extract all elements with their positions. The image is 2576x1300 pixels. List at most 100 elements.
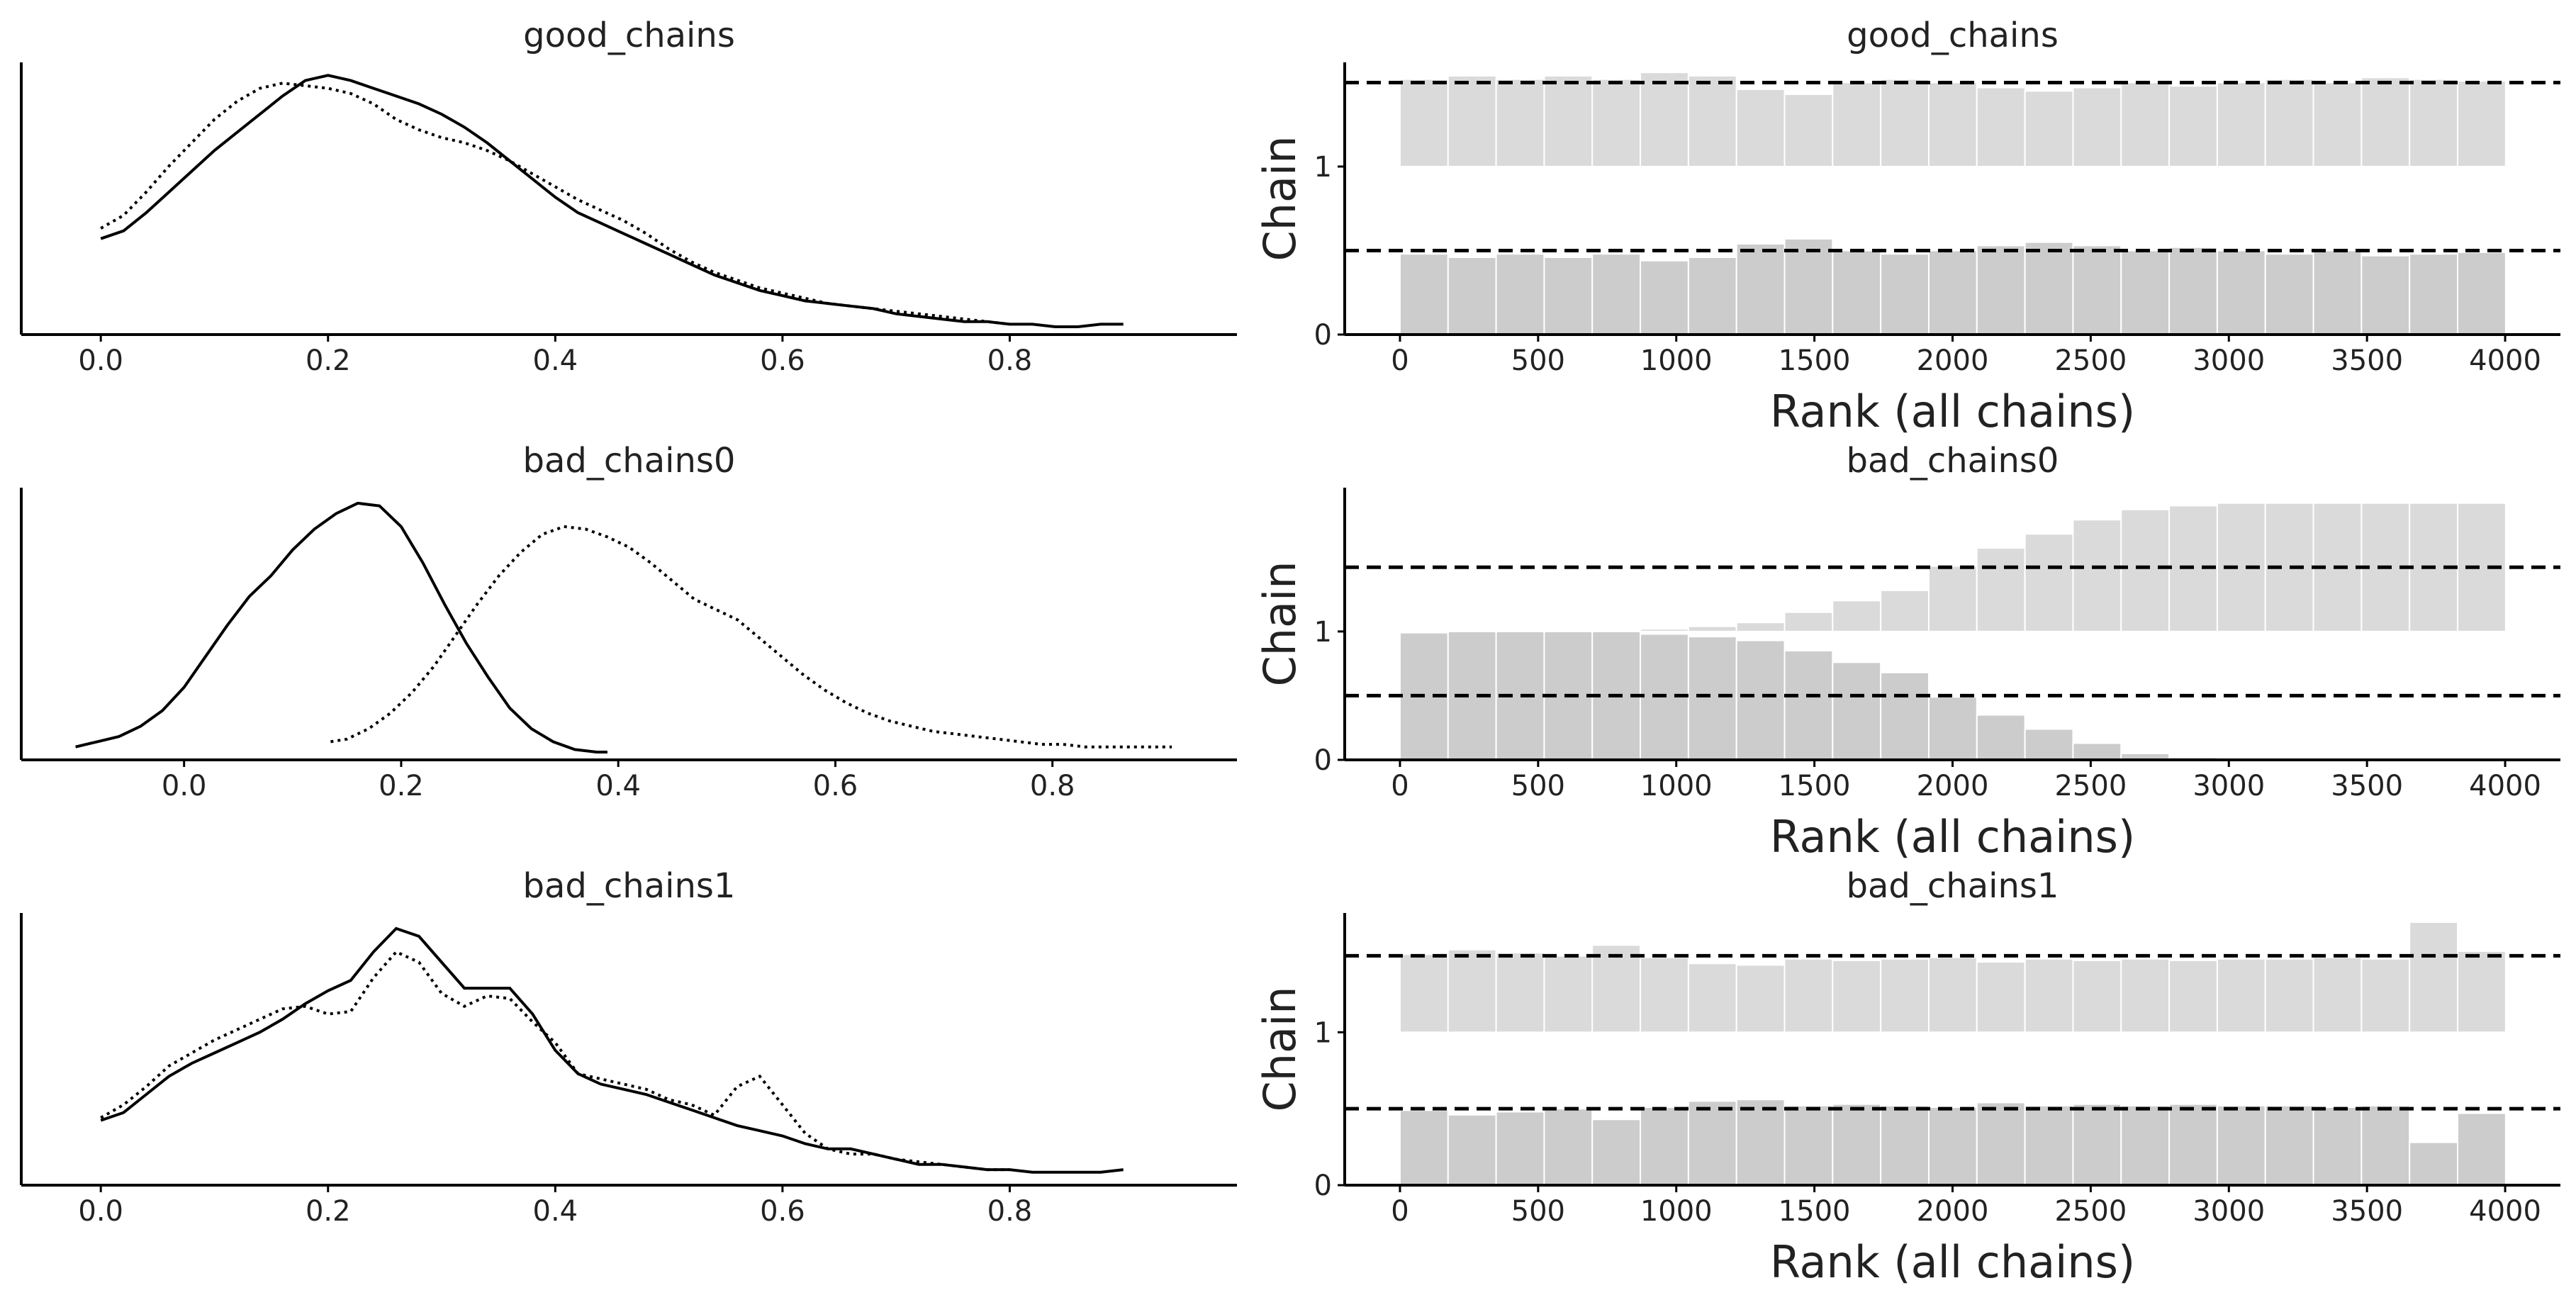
rank-bar-chain0	[1880, 1104, 1930, 1186]
y-tick-label: 1	[1314, 1016, 1332, 1049]
rank-bar-chain1	[1927, 565, 1978, 632]
rank-bar-chain0	[2361, 254, 2411, 335]
rank-bar-chain1	[1399, 953, 1449, 1033]
rank-bar-chain1	[2361, 958, 2411, 1033]
rank-bar-chain0	[1976, 1102, 2026, 1186]
rank-bar-chain1	[2361, 77, 2411, 167]
rank-bar-chain0	[2072, 245, 2122, 335]
x-tick-label: 0	[1391, 1195, 1409, 1228]
rank-bar-chain1	[1735, 88, 1786, 167]
plot-title: bad_chains0	[523, 441, 736, 481]
rank-bar-chain1	[1399, 78, 1449, 167]
rank-bar-chain1	[2216, 958, 2266, 1033]
rank-bar-chain0	[1640, 259, 1689, 335]
rank-bar-chain0	[2072, 742, 2122, 761]
rank-bar-chain1	[1927, 82, 1978, 167]
rank-bar-chain0	[2457, 251, 2507, 335]
rank-bar-chain0	[1880, 671, 1930, 761]
rank-bar-chain1	[1447, 948, 1497, 1033]
rank-bar-chain1	[1735, 622, 1786, 632]
x-tick-label: 3000	[2193, 344, 2265, 377]
x-tick-label: 0.8	[1030, 770, 1075, 802]
rank-bar-chain0	[1447, 1114, 1497, 1186]
x-tick-label: 1500	[1779, 770, 1851, 802]
x-tick-label: 3500	[2331, 770, 2403, 802]
plot-title: good_chains	[523, 16, 735, 55]
x-tick-label: 3500	[2331, 1195, 2403, 1228]
x-tick-label: 0.6	[760, 344, 805, 377]
rank-bar-chain1	[1783, 94, 1834, 167]
rank-bar-chain0	[1927, 1106, 1978, 1187]
plot-title: bad_chains0	[1847, 441, 2059, 481]
rank-bar-chain0	[2457, 1112, 2507, 1186]
x-axis-label: Rank (all chains)	[1770, 811, 2135, 863]
rank-bar-chain1	[1495, 952, 1545, 1033]
y-tick-label: 0	[1314, 319, 1332, 352]
x-tick-label: 4000	[2469, 770, 2541, 802]
rank-bar-chain0	[1832, 250, 1882, 335]
rank-bar-chain0	[1880, 253, 1930, 336]
x-tick-label: 3500	[2331, 344, 2403, 377]
x-axis-label: Rank (all chains)	[1770, 1236, 2135, 1288]
rank-bar-chain1	[1399, 629, 1449, 632]
x-tick-label: 0.8	[987, 1195, 1033, 1228]
rank-bar-chain1	[2457, 950, 2507, 1033]
rank-bar-chain0	[2024, 241, 2074, 336]
plot-title: bad_chains1	[1847, 866, 2059, 906]
rank-bar-chain1	[1543, 955, 1594, 1033]
rank-bar-chain0	[1399, 1109, 1449, 1186]
rank-bar-chain0	[2216, 1104, 2266, 1186]
x-tick-label: 1500	[1779, 1195, 1851, 1228]
rank-bar-chain0	[1832, 661, 1882, 761]
rank-bar-chain1	[2312, 956, 2363, 1033]
rank-bar-chain1	[1591, 78, 1642, 167]
rank-bar-chain0	[1591, 253, 1642, 336]
y-tick-label: 1	[1314, 616, 1332, 649]
rank-bar-chain0	[2312, 1106, 2363, 1187]
rank-bar-chain0	[1735, 639, 1786, 761]
rank-bar-chain1	[1783, 611, 1834, 632]
kde-line-dotted	[100, 950, 1010, 1172]
rank-bar-chain0	[2024, 1104, 2074, 1186]
rank-bar-chain0	[1927, 250, 1978, 335]
y-axis-label: Chain	[1254, 135, 1306, 261]
rank-bar-chain1	[1687, 74, 1737, 167]
y-axis-label: Chain	[1254, 561, 1306, 686]
rank-bar-chain1	[1927, 956, 1978, 1033]
x-tick-label: 0.2	[379, 770, 424, 802]
x-tick-label: 0.2	[306, 344, 351, 377]
rank-bar-chain1	[2409, 921, 2459, 1033]
rank-bar-chain0	[2120, 1104, 2171, 1186]
rank-bar-chain0	[2120, 250, 2171, 335]
rank-bar-chain0	[1783, 237, 1834, 335]
x-tick-label: 0	[1391, 770, 1409, 802]
rank-bar-chain1	[1976, 86, 2026, 167]
kde-line-solid	[100, 74, 1124, 328]
rank-bar-chain1	[2024, 90, 2074, 167]
rank-bar-chain0	[1976, 245, 2026, 335]
y-tick-label: 1	[1314, 151, 1332, 184]
plot-title: bad_chains1	[523, 866, 736, 906]
rank-bar-chain1	[1591, 944, 1642, 1033]
rank-bar-chain0	[2168, 1103, 2218, 1187]
rank-bar-chain0	[1783, 1104, 1834, 1186]
x-tick-label: 4000	[2469, 344, 2541, 377]
rank-bar-chain1	[1447, 74, 1497, 167]
rank-bar-chain0	[2312, 250, 2363, 335]
rank-bar-chain1	[1976, 961, 2026, 1033]
rank-bar-chain1	[1880, 78, 1930, 167]
rank-bar-chain0	[1687, 256, 1737, 335]
rank-bar-chain1	[2457, 80, 2507, 167]
x-tick-label: 2500	[2054, 344, 2127, 377]
x-tick-label: 2500	[2054, 1195, 2127, 1228]
x-tick-label: 0.0	[78, 344, 123, 377]
rank-bar-chain1	[1832, 82, 1882, 167]
rank-bar-chain1	[2216, 82, 2266, 167]
x-tick-label: 2500	[2054, 770, 2127, 802]
rank-bar-chain1	[2120, 508, 2171, 632]
rank-bar-chain1	[1687, 625, 1737, 632]
rank-bar-chain1	[1640, 72, 1689, 167]
rank-bar-chain0	[1591, 1119, 1642, 1187]
